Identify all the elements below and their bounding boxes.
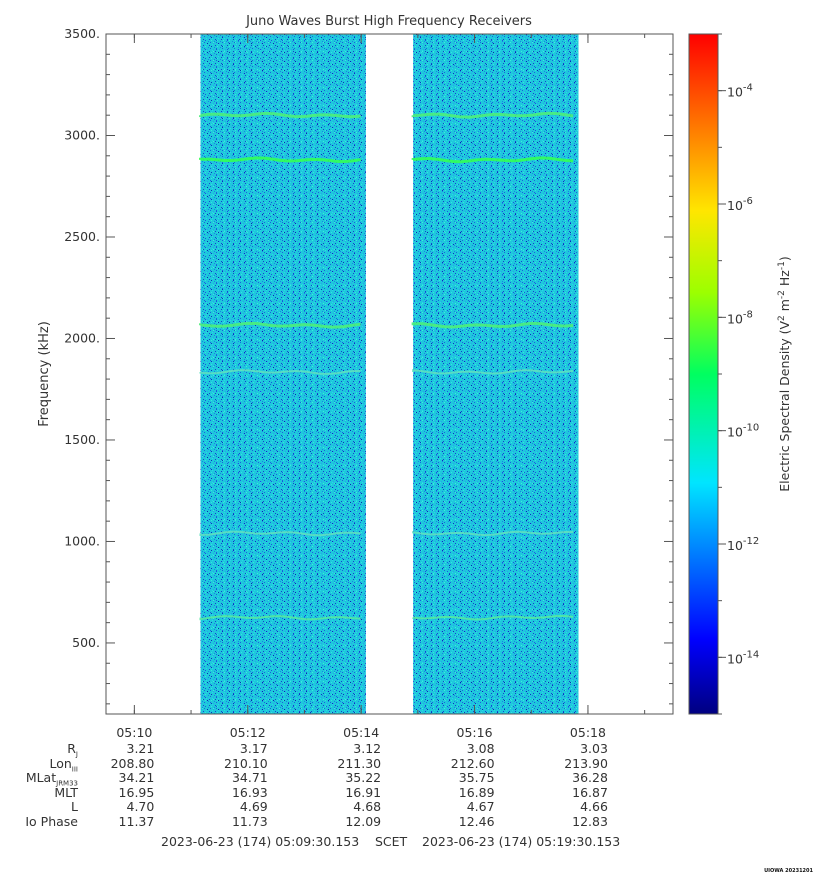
y-tick-label: 3000. bbox=[64, 127, 100, 142]
ephemeris-value: 12.83 bbox=[572, 814, 608, 829]
ephemeris-row-label: Io Phase bbox=[25, 814, 78, 829]
ephemeris-value: 4.70 bbox=[126, 799, 155, 815]
ephemeris-value: 3.03 bbox=[580, 741, 608, 756]
x-axis: 05:10 05:12 05:14 05:16 05:18 bbox=[116, 34, 646, 740]
emission-line-625-2 bbox=[412, 614, 574, 621]
ephemeris-value: 16.95 bbox=[118, 784, 155, 800]
ephemeris-value: 11.37 bbox=[118, 814, 155, 829]
ephemeris-value: 3.21 bbox=[126, 741, 155, 756]
ephemeris-value: 36.28 bbox=[572, 770, 608, 786]
y-tick-label: 3500. bbox=[64, 26, 100, 41]
ephemeris-value: 213.90 bbox=[564, 755, 608, 771]
emission-line-625-1 bbox=[199, 615, 361, 621]
ephemeris-row-label: MLT bbox=[54, 784, 78, 800]
ephemeris-value: 3.12 bbox=[353, 741, 382, 756]
y-tick-label: 2000. bbox=[64, 330, 100, 345]
start-time: 2023-06-23 (174) 05:09:30.153 bbox=[161, 834, 360, 849]
emission-line-3100-2 bbox=[411, 111, 574, 119]
ephemeris-row-label: L bbox=[71, 799, 78, 815]
x-tick-label: 05:18 bbox=[570, 725, 606, 740]
colorbar-ticks: 10-4 10-6 10-8 10-10 10-12 10-14 bbox=[718, 33, 759, 715]
ephemeris-value: 16.87 bbox=[572, 784, 608, 800]
ephemeris-row-label: LonIII bbox=[49, 755, 78, 774]
colorbar-label: Electric Spectral Density (V2 m-2 Hz-1) bbox=[777, 256, 792, 491]
y-tick-label: 500. bbox=[72, 635, 100, 650]
end-time: 2023-06-23 (174) 05:19:30.153 bbox=[422, 834, 621, 849]
colorbar-tick-label: 10-8 bbox=[727, 309, 753, 326]
x-tick-label: 05:12 bbox=[230, 725, 266, 740]
ephemeris-value: 16.91 bbox=[345, 784, 382, 800]
ephemeris-value: 12.46 bbox=[458, 814, 495, 829]
colorbar bbox=[689, 34, 718, 714]
ephemeris-value: 34.71 bbox=[231, 770, 268, 786]
colorbar-tick-label: 10-6 bbox=[727, 196, 753, 213]
ephemeris-value: 35.75 bbox=[458, 770, 495, 786]
y-tick-label: 1000. bbox=[64, 533, 100, 548]
plot-frame bbox=[105, 33, 674, 715]
y-tick-label: 1500. bbox=[64, 432, 100, 447]
ephemeris-value: 16.93 bbox=[231, 784, 268, 800]
emission-line-3100-1 bbox=[199, 111, 361, 119]
ephemeris-row-label: RJ bbox=[67, 741, 78, 759]
x-tick-label: 05:14 bbox=[343, 725, 379, 740]
ephemeris-value: 11.73 bbox=[231, 814, 268, 829]
ephemeris-value: 212.60 bbox=[450, 755, 495, 771]
ephemeris-row-label: MLatJRM33 bbox=[25, 770, 78, 788]
ephemeris-value: 35.22 bbox=[345, 770, 382, 786]
y-axis: 500. 1000. 1500. 2000. 2500. 3000. 3500. bbox=[64, 26, 673, 705]
ephemeris-value: 4.69 bbox=[239, 799, 268, 815]
ephemeris-value: 211.30 bbox=[337, 755, 382, 771]
emission-line-2065-2 bbox=[411, 321, 574, 329]
ephemeris-value: 4.68 bbox=[353, 799, 382, 815]
emission-line-2880-2 bbox=[411, 156, 574, 164]
colorbar-tick-label: 10-4 bbox=[727, 83, 753, 100]
y-axis-label: Frequency (kHz) bbox=[37, 321, 52, 427]
data-interval-noise-1 bbox=[200, 34, 366, 714]
institution-stamp: UIOWA 20231201 bbox=[764, 868, 813, 874]
emission-line-1040-2 bbox=[412, 530, 574, 537]
emission-line-2065-1 bbox=[199, 321, 361, 329]
emission-lines bbox=[199, 111, 574, 621]
ephemeris-value: 3.08 bbox=[466, 741, 495, 756]
ephemeris-value: 16.89 bbox=[458, 784, 495, 800]
x-tick-label: 05:10 bbox=[116, 725, 152, 740]
ephemeris-value: 3.17 bbox=[239, 741, 268, 756]
ephemeris-value: 210.10 bbox=[224, 755, 268, 771]
ephemeris-value: 34.21 bbox=[118, 770, 155, 786]
scet-label: SCET bbox=[375, 834, 408, 849]
emission-line-1040-1 bbox=[199, 530, 361, 537]
ephemeris-value: 12.09 bbox=[345, 814, 382, 829]
ephemeris-value: 208.80 bbox=[110, 755, 155, 771]
chart-title: Juno Waves Burst High Frequency Receiver… bbox=[245, 14, 532, 29]
data-intervals bbox=[200, 34, 579, 714]
ephemeris-value: 4.66 bbox=[580, 799, 608, 815]
emission-line-1835-2 bbox=[412, 369, 574, 375]
y-tick-label: 2500. bbox=[64, 229, 100, 244]
colorbar-tick-label: 10-14 bbox=[727, 649, 759, 666]
colorbar-tick-label: 10-12 bbox=[727, 536, 759, 553]
emission-line-2880-1 bbox=[199, 156, 361, 164]
x-tick-label: 05:16 bbox=[457, 725, 493, 740]
emission-line-1835-1 bbox=[199, 369, 361, 375]
colorbar-tick-label: 10-10 bbox=[727, 423, 759, 440]
ephemeris-value: 4.67 bbox=[466, 799, 495, 815]
